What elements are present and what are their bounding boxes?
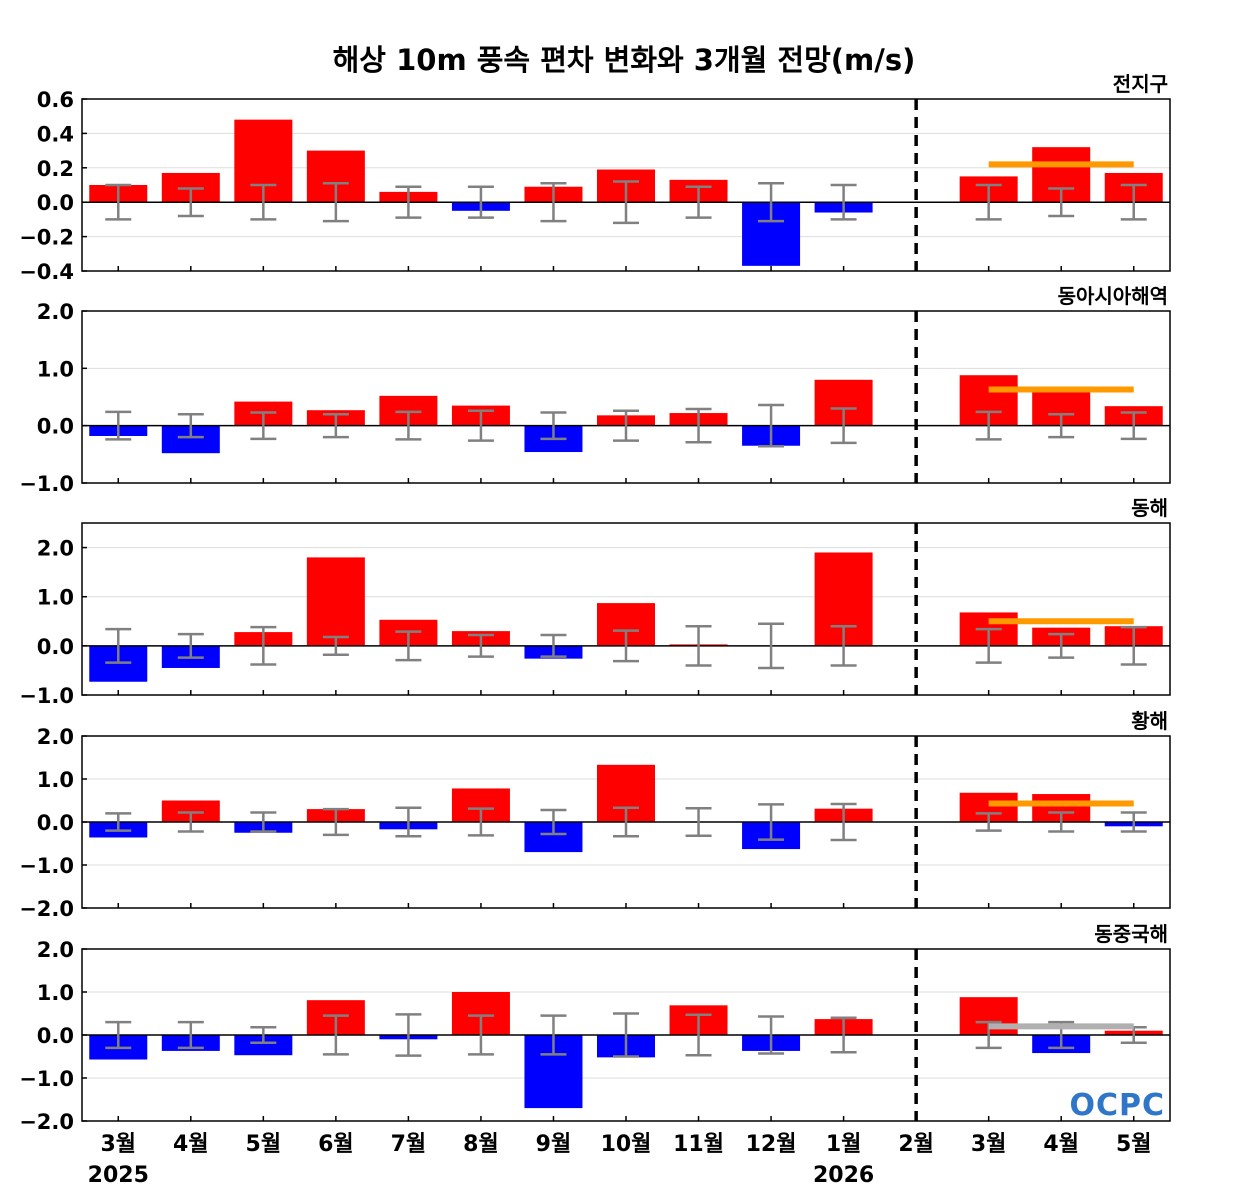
y-tick-label: 0.4 xyxy=(37,122,74,146)
x-tick-label: 11월 xyxy=(673,1132,724,1157)
y-tick-label: 0.6 xyxy=(37,88,74,112)
y-tick-label: 1.0 xyxy=(37,981,74,1005)
region-label: 황해 xyxy=(1131,709,1168,733)
x-tick-label: 6월 xyxy=(318,1132,354,1157)
region-label: 동아시아해역 xyxy=(1058,284,1168,308)
year-label: 2025 xyxy=(88,1163,149,1188)
x-tick-label: 4월 xyxy=(1043,1132,1079,1157)
x-tick-label: 1월 xyxy=(826,1132,862,1157)
y-tick-label: −1.0 xyxy=(19,1067,74,1091)
ocpc-logo: OCPC xyxy=(1069,1088,1165,1123)
y-tick-label: −2.0 xyxy=(19,1110,74,1134)
chart-title: 해상 10m 풍속 편차 변화와 3개월 전망(m/s) xyxy=(333,43,916,77)
bar xyxy=(234,1035,293,1056)
region-label: 동중국해 xyxy=(1094,922,1168,946)
y-tick-label: 0.2 xyxy=(37,157,74,181)
region-label: 전지구 xyxy=(1113,72,1168,96)
bar xyxy=(161,800,220,822)
y-tick-label: 2.0 xyxy=(37,725,74,749)
y-tick-label: −1.0 xyxy=(19,684,74,708)
y-tick-label: 0.0 xyxy=(37,811,74,835)
x-tick-label: 3월 xyxy=(100,1132,136,1157)
y-tick-label: 0.0 xyxy=(37,1024,74,1048)
region-label: 동해 xyxy=(1131,496,1168,520)
year-label: 2026 xyxy=(813,1163,874,1188)
x-tick-label: 5월 xyxy=(1116,1132,1152,1157)
x-tick-label: 3월 xyxy=(971,1132,1007,1157)
y-tick-label: 1.0 xyxy=(37,357,74,381)
bar xyxy=(306,557,365,646)
y-tick-label: 0.0 xyxy=(37,415,74,439)
x-tick-label: 9월 xyxy=(536,1132,572,1157)
x-tick-label: 4월 xyxy=(173,1132,209,1157)
y-tick-label: 1.0 xyxy=(37,768,74,792)
x-tick-label: 7월 xyxy=(391,1132,427,1157)
y-tick-label: −2.0 xyxy=(19,897,74,921)
x-tick-label: 12월 xyxy=(746,1132,797,1157)
x-tick-label: 2월 xyxy=(898,1132,934,1157)
x-tick-label: 8월 xyxy=(463,1132,499,1157)
y-tick-label: −0.4 xyxy=(19,260,74,284)
y-tick-label: 0.0 xyxy=(37,635,74,659)
x-tick-label: 5월 xyxy=(246,1132,282,1157)
y-tick-label: −0.2 xyxy=(19,226,74,250)
y-tick-label: 2.0 xyxy=(37,537,74,561)
y-tick-label: 2.0 xyxy=(37,938,74,962)
y-tick-label: 1.0 xyxy=(37,586,74,610)
y-tick-label: 2.0 xyxy=(37,300,74,324)
y-tick-label: 0.0 xyxy=(37,191,74,215)
y-tick-label: −1.0 xyxy=(19,472,74,496)
x-tick-label: 10월 xyxy=(601,1132,652,1157)
y-tick-label: −1.0 xyxy=(19,854,74,878)
